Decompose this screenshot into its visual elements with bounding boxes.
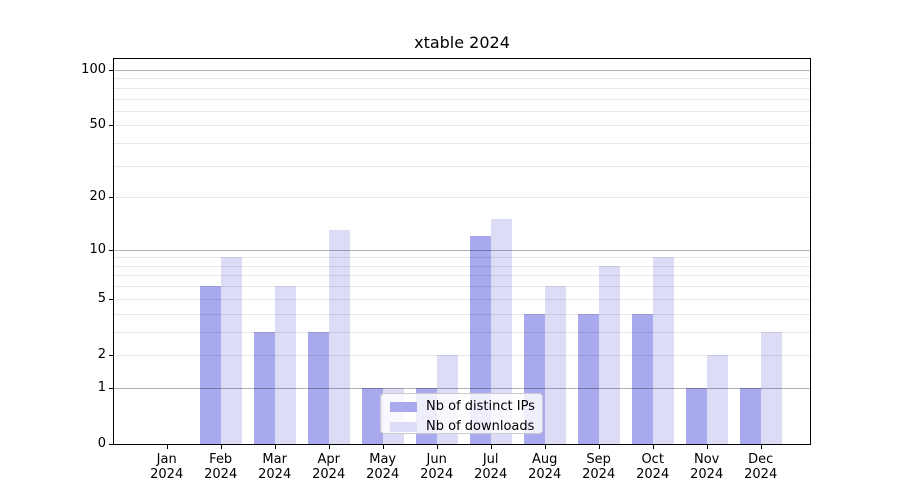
y-tick-mark-100 (109, 70, 114, 71)
x-tick-mark-nov (706, 444, 708, 449)
y-tick-label-5: 5 (97, 290, 106, 306)
plot-area (114, 59, 810, 444)
y-tick-label-10: 10 (89, 241, 106, 257)
x-tick-label-aug: Aug 2024 (528, 452, 562, 482)
gridline-y-70 (114, 98, 810, 100)
legend-label-downloads: Nb of downloads (426, 419, 535, 434)
bar-aug-downloads (544, 286, 566, 444)
x-tick-mark-oct (652, 444, 654, 449)
y-tick-mark-0 (109, 444, 114, 445)
gridline-y-3 (114, 331, 810, 333)
bar-apr-downloads (328, 230, 350, 444)
gridline-y-9 (114, 257, 810, 259)
y-tick-mark-1 (109, 387, 114, 389)
bar-jul-downloads (490, 219, 512, 444)
x-tick-label-jul: Jul 2024 (474, 452, 508, 482)
x-tick-mark-apr (328, 444, 330, 449)
x-tick-mark-dec (760, 444, 762, 449)
x-tick-label-mar: Mar 2024 (258, 452, 292, 482)
legend-swatch-distinct-ips (390, 401, 417, 412)
x-tick-mark-jun (436, 444, 438, 449)
y-tick-mark-10 (109, 249, 114, 251)
gridline-y-90 (114, 78, 810, 80)
bar-jul-distinct-ips (469, 236, 491, 444)
legend-swatch-downloads (390, 421, 417, 432)
x-tick-label-dec: Dec 2024 (744, 452, 778, 482)
bar-mar-distinct-ips (253, 331, 275, 444)
bar-oct-downloads (652, 257, 674, 444)
gridline-y-20 (114, 197, 810, 199)
y-tick-label-0: 0 (97, 436, 106, 451)
bar-feb-distinct-ips (199, 286, 221, 444)
x-tick-label-may: May 2024 (366, 452, 400, 482)
gridline-y-40 (114, 143, 810, 145)
x-tick-mark-aug (544, 444, 546, 449)
x-tick-label-oct: Oct 2024 (636, 452, 670, 482)
x-tick-mark-may (382, 444, 384, 449)
bar-nov-downloads (706, 354, 728, 444)
x-tick-label-sep: Sep 2024 (582, 452, 616, 482)
bar-dec-downloads (760, 331, 782, 444)
x-tick-label-feb: Feb 2024 (204, 452, 238, 482)
x-tick-label-apr: Apr 2024 (312, 452, 346, 482)
chart-title: xtable 2024 (414, 33, 510, 52)
x-tick-label-jun: Jun 2024 (420, 452, 454, 482)
gridline-y-100 (114, 70, 810, 71)
x-tick-label-nov: Nov 2024 (690, 452, 724, 482)
bar-mar-downloads (274, 286, 296, 444)
x-tick-mark-sep (598, 444, 600, 449)
legend: Nb of distinct IPs Nb of downloads (380, 393, 543, 434)
gridline-y-30 (114, 165, 810, 167)
y-tick-mark-50 (109, 125, 114, 127)
y-tick-label-2: 2 (97, 346, 106, 362)
x-tick-mark-feb (220, 444, 222, 449)
bar-sep-downloads (598, 265, 620, 444)
legend-label-distinct-ips: Nb of distinct IPs (426, 399, 535, 414)
gridline-y-50 (114, 125, 810, 127)
y-tick-mark-20 (109, 197, 114, 199)
x-tick-mark-mar (274, 444, 276, 449)
gridline-y-8 (114, 265, 810, 267)
legend-row-distinct-ips: Nb of distinct IPs (390, 399, 542, 414)
bar-sep-distinct-ips (577, 313, 599, 444)
bar-apr-distinct-ips (307, 331, 329, 444)
legend-row-downloads: Nb of downloads (390, 419, 542, 434)
bar-feb-downloads (220, 257, 242, 444)
gridline-y-2 (114, 354, 810, 356)
y-tick-label-100: 100 (81, 62, 106, 77)
gridline-y-10 (114, 249, 810, 251)
gridline-y-6 (114, 286, 810, 288)
gridline-y-4 (114, 313, 810, 315)
gridline-y-1 (114, 387, 810, 389)
gridline-y-60 (114, 110, 810, 112)
gridline-y-80 (114, 87, 810, 89)
gridline-y-5 (114, 298, 810, 300)
y-tick-mark-5 (109, 298, 114, 300)
x-tick-mark-jan (166, 444, 168, 449)
y-tick-label-50: 50 (89, 117, 106, 133)
y-tick-label-20: 20 (89, 189, 106, 205)
x-tick-label-jan: Jan 2024 (150, 452, 184, 482)
bar-nov-distinct-ips (685, 387, 707, 444)
y-tick-label-1: 1 (97, 379, 106, 395)
x-tick-mark-jul (490, 444, 492, 449)
bar-dec-distinct-ips (739, 387, 761, 444)
y-tick-mark-2 (109, 354, 114, 356)
bar-may-distinct-ips (361, 387, 383, 444)
bar-oct-distinct-ips (631, 313, 653, 444)
gridline-y-7 (114, 275, 810, 277)
